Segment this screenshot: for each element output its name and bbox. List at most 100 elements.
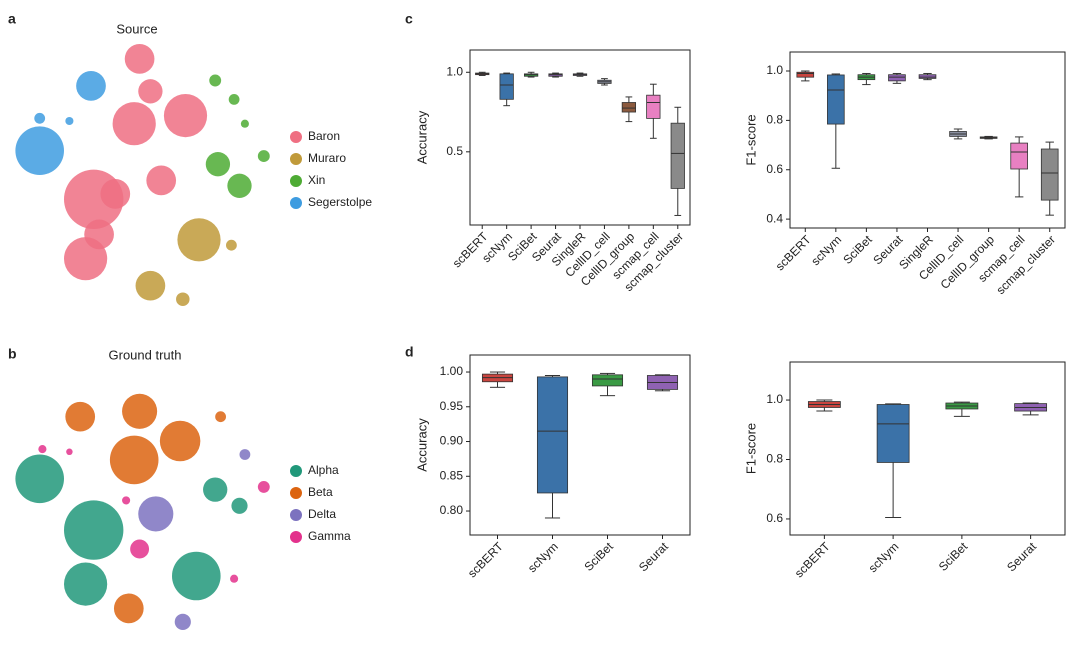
- cluster-point: [209, 74, 222, 87]
- x-tick-label: Seurat: [1004, 539, 1039, 574]
- box: [918, 74, 937, 79]
- cluster-point: [226, 239, 237, 251]
- y-tick-label: 1.0: [446, 64, 463, 78]
- cluster-point: [174, 613, 191, 631]
- cluster-point: [100, 179, 131, 209]
- x-tick-label: scBERT: [792, 539, 833, 580]
- legend-label: Beta: [308, 485, 333, 499]
- cluster-point: [124, 44, 155, 74]
- cluster-point: [112, 102, 156, 146]
- box: [646, 94, 661, 119]
- cluster-point: [257, 480, 270, 493]
- box: [1040, 148, 1059, 201]
- cluster-point: [63, 500, 124, 560]
- legend-marker: [290, 175, 302, 187]
- x-tick-label: SciBet: [936, 539, 971, 574]
- panel-letter: b: [8, 346, 17, 362]
- legend-marker: [290, 531, 302, 543]
- cluster-point: [130, 539, 150, 559]
- y-axis-label: F1-score: [743, 114, 758, 165]
- box: [1010, 142, 1028, 170]
- y-axis-label: Accuracy: [414, 110, 429, 164]
- cluster-point: [34, 112, 46, 124]
- cluster-point: [122, 496, 131, 505]
- y-tick-label: 0.6: [766, 511, 783, 525]
- y-tick-label: 0.6: [766, 162, 783, 176]
- cluster-point: [205, 152, 231, 177]
- legend-label: Gamma: [308, 529, 351, 543]
- cluster-point: [135, 270, 166, 301]
- box: [888, 74, 906, 82]
- cluster-point: [257, 150, 270, 163]
- cluster-point: [138, 79, 163, 104]
- legend-marker: [290, 465, 302, 477]
- cluster-point: [163, 94, 208, 138]
- panel-letter: a: [8, 11, 16, 27]
- y-tick-label: 0.5: [446, 144, 463, 158]
- legend-marker: [290, 487, 302, 499]
- y-tick-label: 0.80: [440, 503, 464, 517]
- cluster-point: [109, 435, 159, 485]
- y-axis-label: F1-score: [743, 423, 758, 474]
- y-tick-label: 1.00: [440, 364, 464, 378]
- plot-frame: [469, 354, 691, 536]
- cluster-point: [215, 411, 227, 423]
- cluster-point: [228, 94, 240, 105]
- cluster-point: [172, 551, 221, 601]
- y-tick-label: 0.95: [440, 399, 464, 413]
- x-tick-label: SciBet: [581, 539, 616, 574]
- x-tick-label: scNym: [866, 539, 902, 575]
- cluster-point: [227, 173, 252, 198]
- cluster-point: [38, 445, 47, 454]
- box: [827, 74, 845, 125]
- y-tick-label: 0.4: [766, 211, 783, 225]
- y-tick-label: 1.0: [766, 63, 783, 77]
- legend-marker: [290, 197, 302, 209]
- box: [670, 122, 685, 189]
- panel-letter: d: [405, 344, 414, 360]
- y-tick-label: 0.90: [440, 434, 464, 448]
- cluster-point: [177, 218, 221, 262]
- cluster-point: [122, 393, 158, 429]
- cluster-point: [138, 496, 174, 532]
- cluster-point: [230, 574, 239, 583]
- box: [536, 376, 569, 494]
- cluster-point: [240, 119, 249, 128]
- cluster-point: [113, 593, 144, 624]
- box: [499, 73, 514, 100]
- box: [796, 71, 815, 78]
- legend-marker: [290, 153, 302, 165]
- legend-marker: [290, 509, 302, 521]
- legend-marker: [290, 131, 302, 143]
- cluster-point: [239, 449, 251, 460]
- box: [876, 404, 910, 463]
- cluster-point: [159, 420, 201, 462]
- cluster-point: [176, 292, 190, 306]
- cluster-point: [15, 454, 64, 504]
- cluster-point: [231, 497, 248, 514]
- cluster-point: [146, 165, 177, 196]
- chart-title: Source: [116, 21, 157, 36]
- legend-label: Baron: [308, 129, 340, 143]
- cluster-point: [76, 71, 106, 101]
- cluster-point: [66, 448, 73, 456]
- cluster-point: [84, 219, 114, 250]
- legend-label: Alpha: [308, 463, 339, 477]
- y-axis-label: Accuracy: [414, 418, 429, 472]
- cluster-point: [65, 401, 96, 432]
- box: [591, 374, 624, 387]
- y-tick-label: 0.8: [766, 452, 783, 466]
- x-tick-label: scNym: [525, 539, 561, 575]
- x-tick-label: scNym: [808, 232, 844, 268]
- legend-label: Delta: [308, 507, 336, 521]
- cluster-point: [203, 477, 228, 502]
- legend-label: Muraro: [308, 151, 346, 165]
- box: [621, 102, 637, 113]
- chart-title: Ground truth: [109, 347, 182, 362]
- x-tick-label: Seurat: [636, 539, 671, 574]
- y-tick-label: 0.8: [766, 113, 783, 127]
- cluster-point: [65, 116, 74, 126]
- plot-frame: [789, 361, 1066, 536]
- panel-letter: c: [405, 11, 413, 27]
